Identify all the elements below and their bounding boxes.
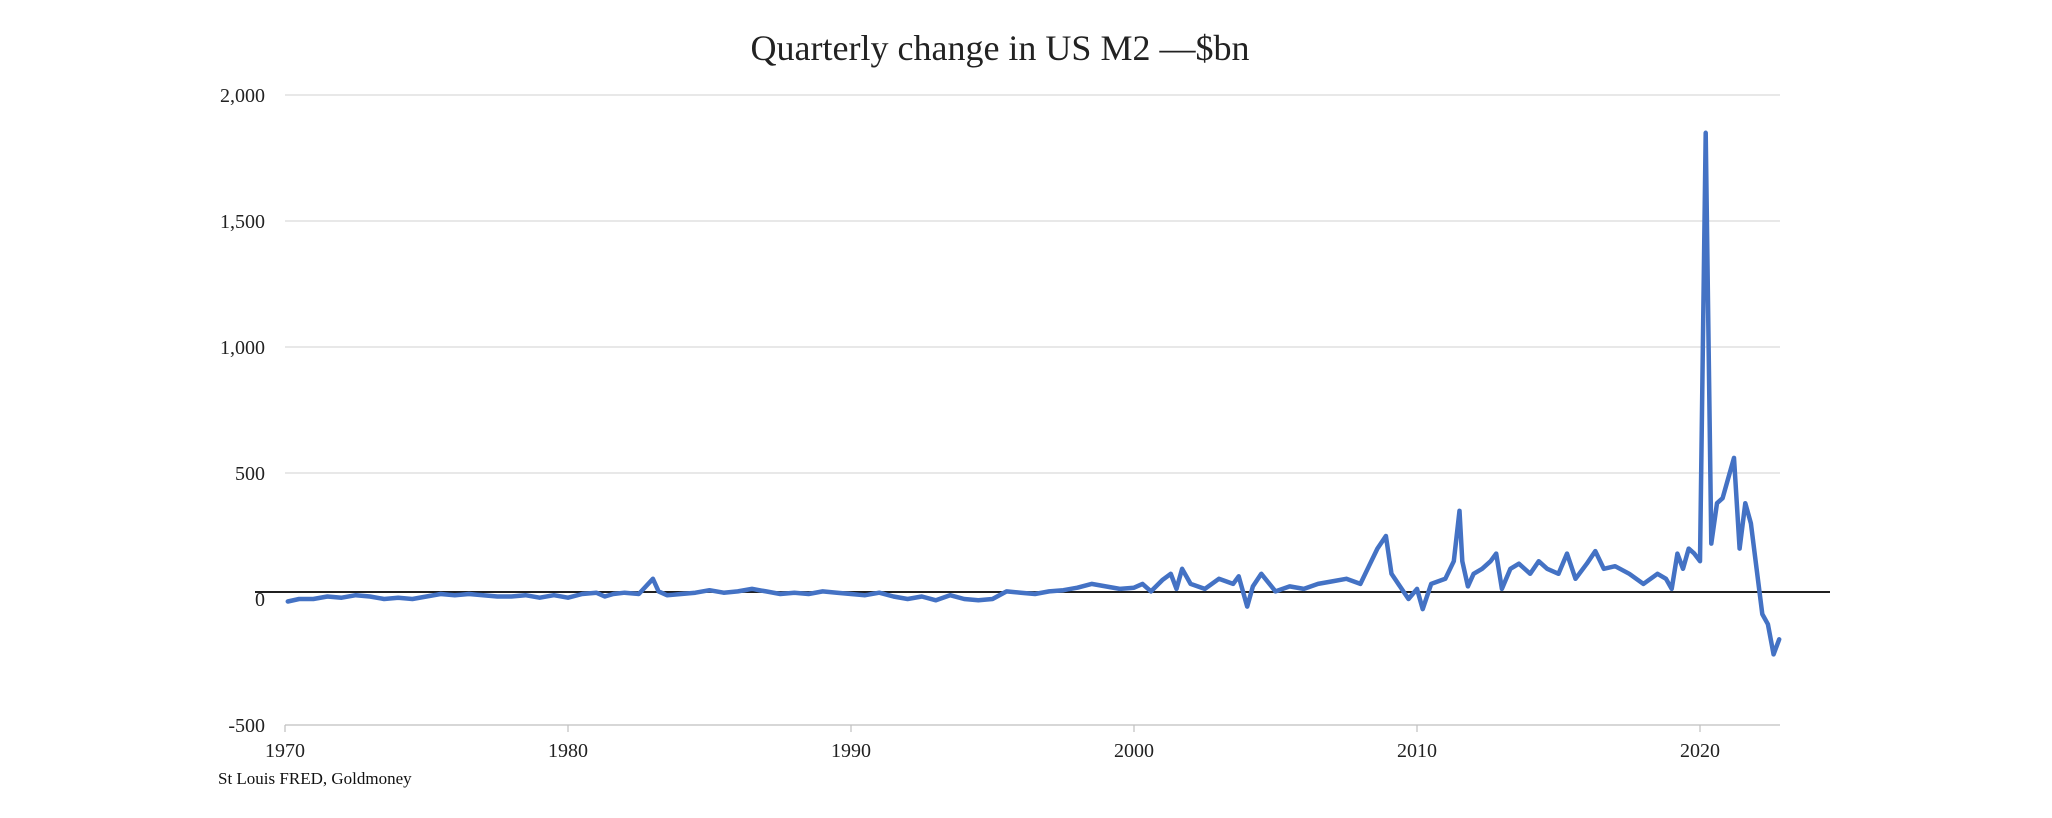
x-tick-label: 2020 (1680, 740, 1720, 762)
series-line (285, 130, 1782, 657)
y-tick-label: 0 (255, 589, 265, 611)
source-note: St Louis FRED, Goldmoney (218, 769, 412, 788)
x-tick-label: 1970 (265, 740, 305, 762)
grid-layer (285, 94, 1780, 474)
x-tick-label: 1980 (548, 740, 588, 762)
x-tick-label: 2010 (1397, 740, 1437, 762)
x-tick-label: 1990 (831, 740, 871, 762)
y-tick-label: 1,000 (220, 337, 265, 359)
series-layer (285, 130, 1782, 657)
y-tick-label: 2,000 (220, 85, 265, 107)
y-tick-label: 500 (235, 463, 265, 485)
y-tick-labels: -500 0 500 1,000 1,500 2,000 (220, 85, 265, 737)
y-tick-label: -500 (228, 715, 265, 737)
x-tick-label: 2000 (1114, 740, 1154, 762)
chart-title: Quarterly change in US M2 —$bn (751, 28, 1250, 68)
y-tick-label: 1,500 (220, 211, 265, 233)
x-tick-labels: 1970 1980 1990 2000 2010 2020 (265, 725, 1720, 762)
